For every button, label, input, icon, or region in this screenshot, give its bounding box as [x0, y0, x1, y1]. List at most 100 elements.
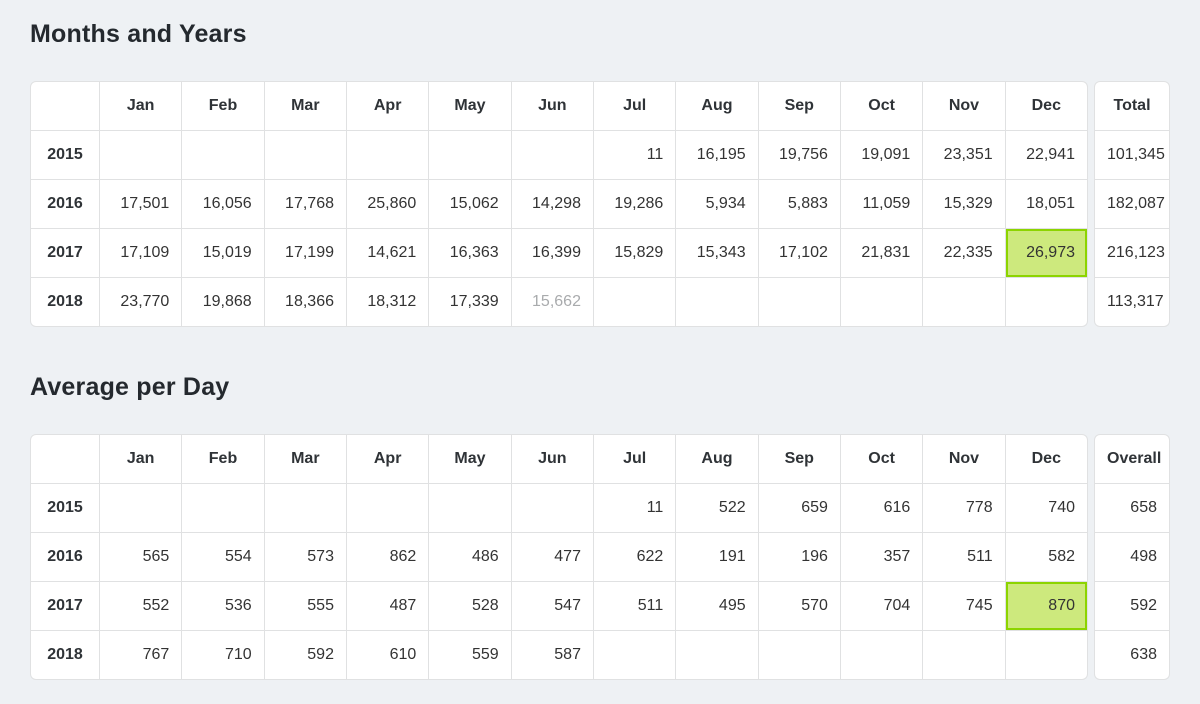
data-cell [511, 131, 594, 180]
data-cell: 17,768 [264, 180, 347, 229]
data-cell: 862 [346, 533, 430, 582]
year-label-2016: 2016 [30, 180, 100, 229]
month-header-aug: Aug [676, 81, 759, 131]
data-cell: 18,366 [264, 278, 347, 327]
data-cell: 15,019 [182, 229, 265, 278]
data-cell [758, 631, 841, 680]
total-cell: 638 [1094, 631, 1170, 680]
month-header-apr: Apr [346, 434, 430, 484]
data-cell [182, 484, 265, 533]
data-cell: 15,329 [923, 180, 1006, 229]
data-cell [100, 131, 183, 180]
month-header-jul: Jul [593, 81, 677, 131]
month-header-jan: Jan [100, 434, 183, 484]
corner-cell [30, 81, 100, 131]
year-label-2015: 2015 [30, 131, 100, 180]
data-cell: 5,934 [676, 180, 759, 229]
data-cell [100, 484, 183, 533]
year-label-2016: 2016 [30, 533, 100, 582]
data-cell: 17,109 [100, 229, 183, 278]
year-label-2015: 2015 [30, 484, 100, 533]
data-cell: 22,335 [923, 229, 1006, 278]
data-cell: 487 [346, 582, 430, 631]
average-per-day-table-wrap: Jan Feb Mar Apr May Jun Jul Aug Sep Oct Nov Dec Over… [30, 434, 1170, 680]
muted-cell: 15,662 [511, 278, 594, 327]
highlight-cell: 26,973 [1005, 229, 1088, 278]
data-cell [593, 278, 677, 327]
header-row: Jan Feb Mar Apr May Jun Jul Aug Sep Oct Nov Dec Over… [30, 434, 1170, 484]
data-cell [923, 278, 1006, 327]
data-cell: 495 [676, 582, 759, 631]
data-cell: 18,312 [346, 278, 430, 327]
data-cell: 191 [676, 533, 759, 582]
data-cell: 17,501 [100, 180, 183, 229]
data-cell [429, 131, 512, 180]
header-row: Jan Feb Mar Apr May Jun Jul Aug Sep Oct Nov Dec Tota… [30, 81, 1170, 131]
month-header-sep: Sep [758, 81, 841, 131]
data-cell [923, 631, 1006, 680]
month-header-may: May [429, 434, 512, 484]
data-cell: 5,883 [758, 180, 841, 229]
data-cell: 767 [100, 631, 183, 680]
data-cell: 554 [182, 533, 265, 582]
data-cell [346, 131, 430, 180]
month-header-may: May [429, 81, 512, 131]
data-cell: 19,756 [758, 131, 841, 180]
table-row-2016: 2016 565 554 573 862 486 477 622 191 196 357 511 582… [30, 533, 1170, 582]
data-cell: 19,868 [182, 278, 265, 327]
data-cell [346, 484, 430, 533]
year-label-2018: 2018 [30, 278, 100, 327]
data-cell: 23,351 [923, 131, 1006, 180]
month-header-oct: Oct [840, 81, 924, 131]
data-cell: 486 [429, 533, 512, 582]
data-cell: 555 [264, 582, 347, 631]
total-header: Total [1094, 81, 1170, 131]
total-cell: 216,123 [1094, 229, 1170, 278]
month-header-dec: Dec [1005, 434, 1088, 484]
data-cell: 582 [1005, 533, 1088, 582]
data-cell: 659 [758, 484, 841, 533]
data-cell [264, 484, 347, 533]
data-cell: 710 [182, 631, 265, 680]
corner-cell [30, 434, 100, 484]
total-cell: 658 [1094, 484, 1170, 533]
data-cell: 565 [100, 533, 183, 582]
data-cell: 11 [593, 131, 677, 180]
data-cell [676, 278, 759, 327]
total-cell: 592 [1094, 582, 1170, 631]
data-cell: 610 [346, 631, 430, 680]
months-and-years-table: Jan Feb Mar Apr May Jun Jul Aug Sep Oct Nov Dec Tota… [30, 81, 1170, 327]
highlight-cell: 870 [1005, 582, 1088, 631]
data-cell [1005, 631, 1088, 680]
data-cell: 511 [593, 582, 677, 631]
month-header-dec: Dec [1005, 81, 1088, 131]
data-cell: 19,286 [593, 180, 677, 229]
total-cell: 101,345 [1094, 131, 1170, 180]
data-cell [511, 484, 594, 533]
month-header-nov: Nov [923, 434, 1006, 484]
data-cell: 17,102 [758, 229, 841, 278]
year-label-2017: 2017 [30, 582, 100, 631]
data-cell: 704 [840, 582, 924, 631]
average-per-day-title: Average per Day [30, 373, 230, 401]
data-cell: 552 [100, 582, 183, 631]
data-cell: 17,199 [264, 229, 347, 278]
data-cell [840, 631, 924, 680]
data-cell [840, 278, 924, 327]
average-per-day-table: Jan Feb Mar Apr May Jun Jul Aug Sep Oct Nov Dec Over… [30, 434, 1170, 680]
data-cell: 536 [182, 582, 265, 631]
data-cell: 15,343 [676, 229, 759, 278]
data-cell [429, 484, 512, 533]
data-cell [593, 631, 677, 680]
section-months-and-years: Months and Years Jan Feb Mar Apr May Jun Jul Au… [30, 20, 1170, 327]
data-cell [264, 131, 347, 180]
data-cell: 17,339 [429, 278, 512, 327]
months-and-years-title: Months and Years [30, 20, 247, 48]
data-cell: 11 [593, 484, 677, 533]
total-cell: 113,317 [1094, 278, 1170, 327]
data-cell: 622 [593, 533, 677, 582]
table-row-2017: 2017 552 536 555 487 528 547 511 495 570 704 745 870… [30, 582, 1170, 631]
data-cell: 15,062 [429, 180, 512, 229]
data-cell [758, 278, 841, 327]
data-cell: 15,829 [593, 229, 677, 278]
